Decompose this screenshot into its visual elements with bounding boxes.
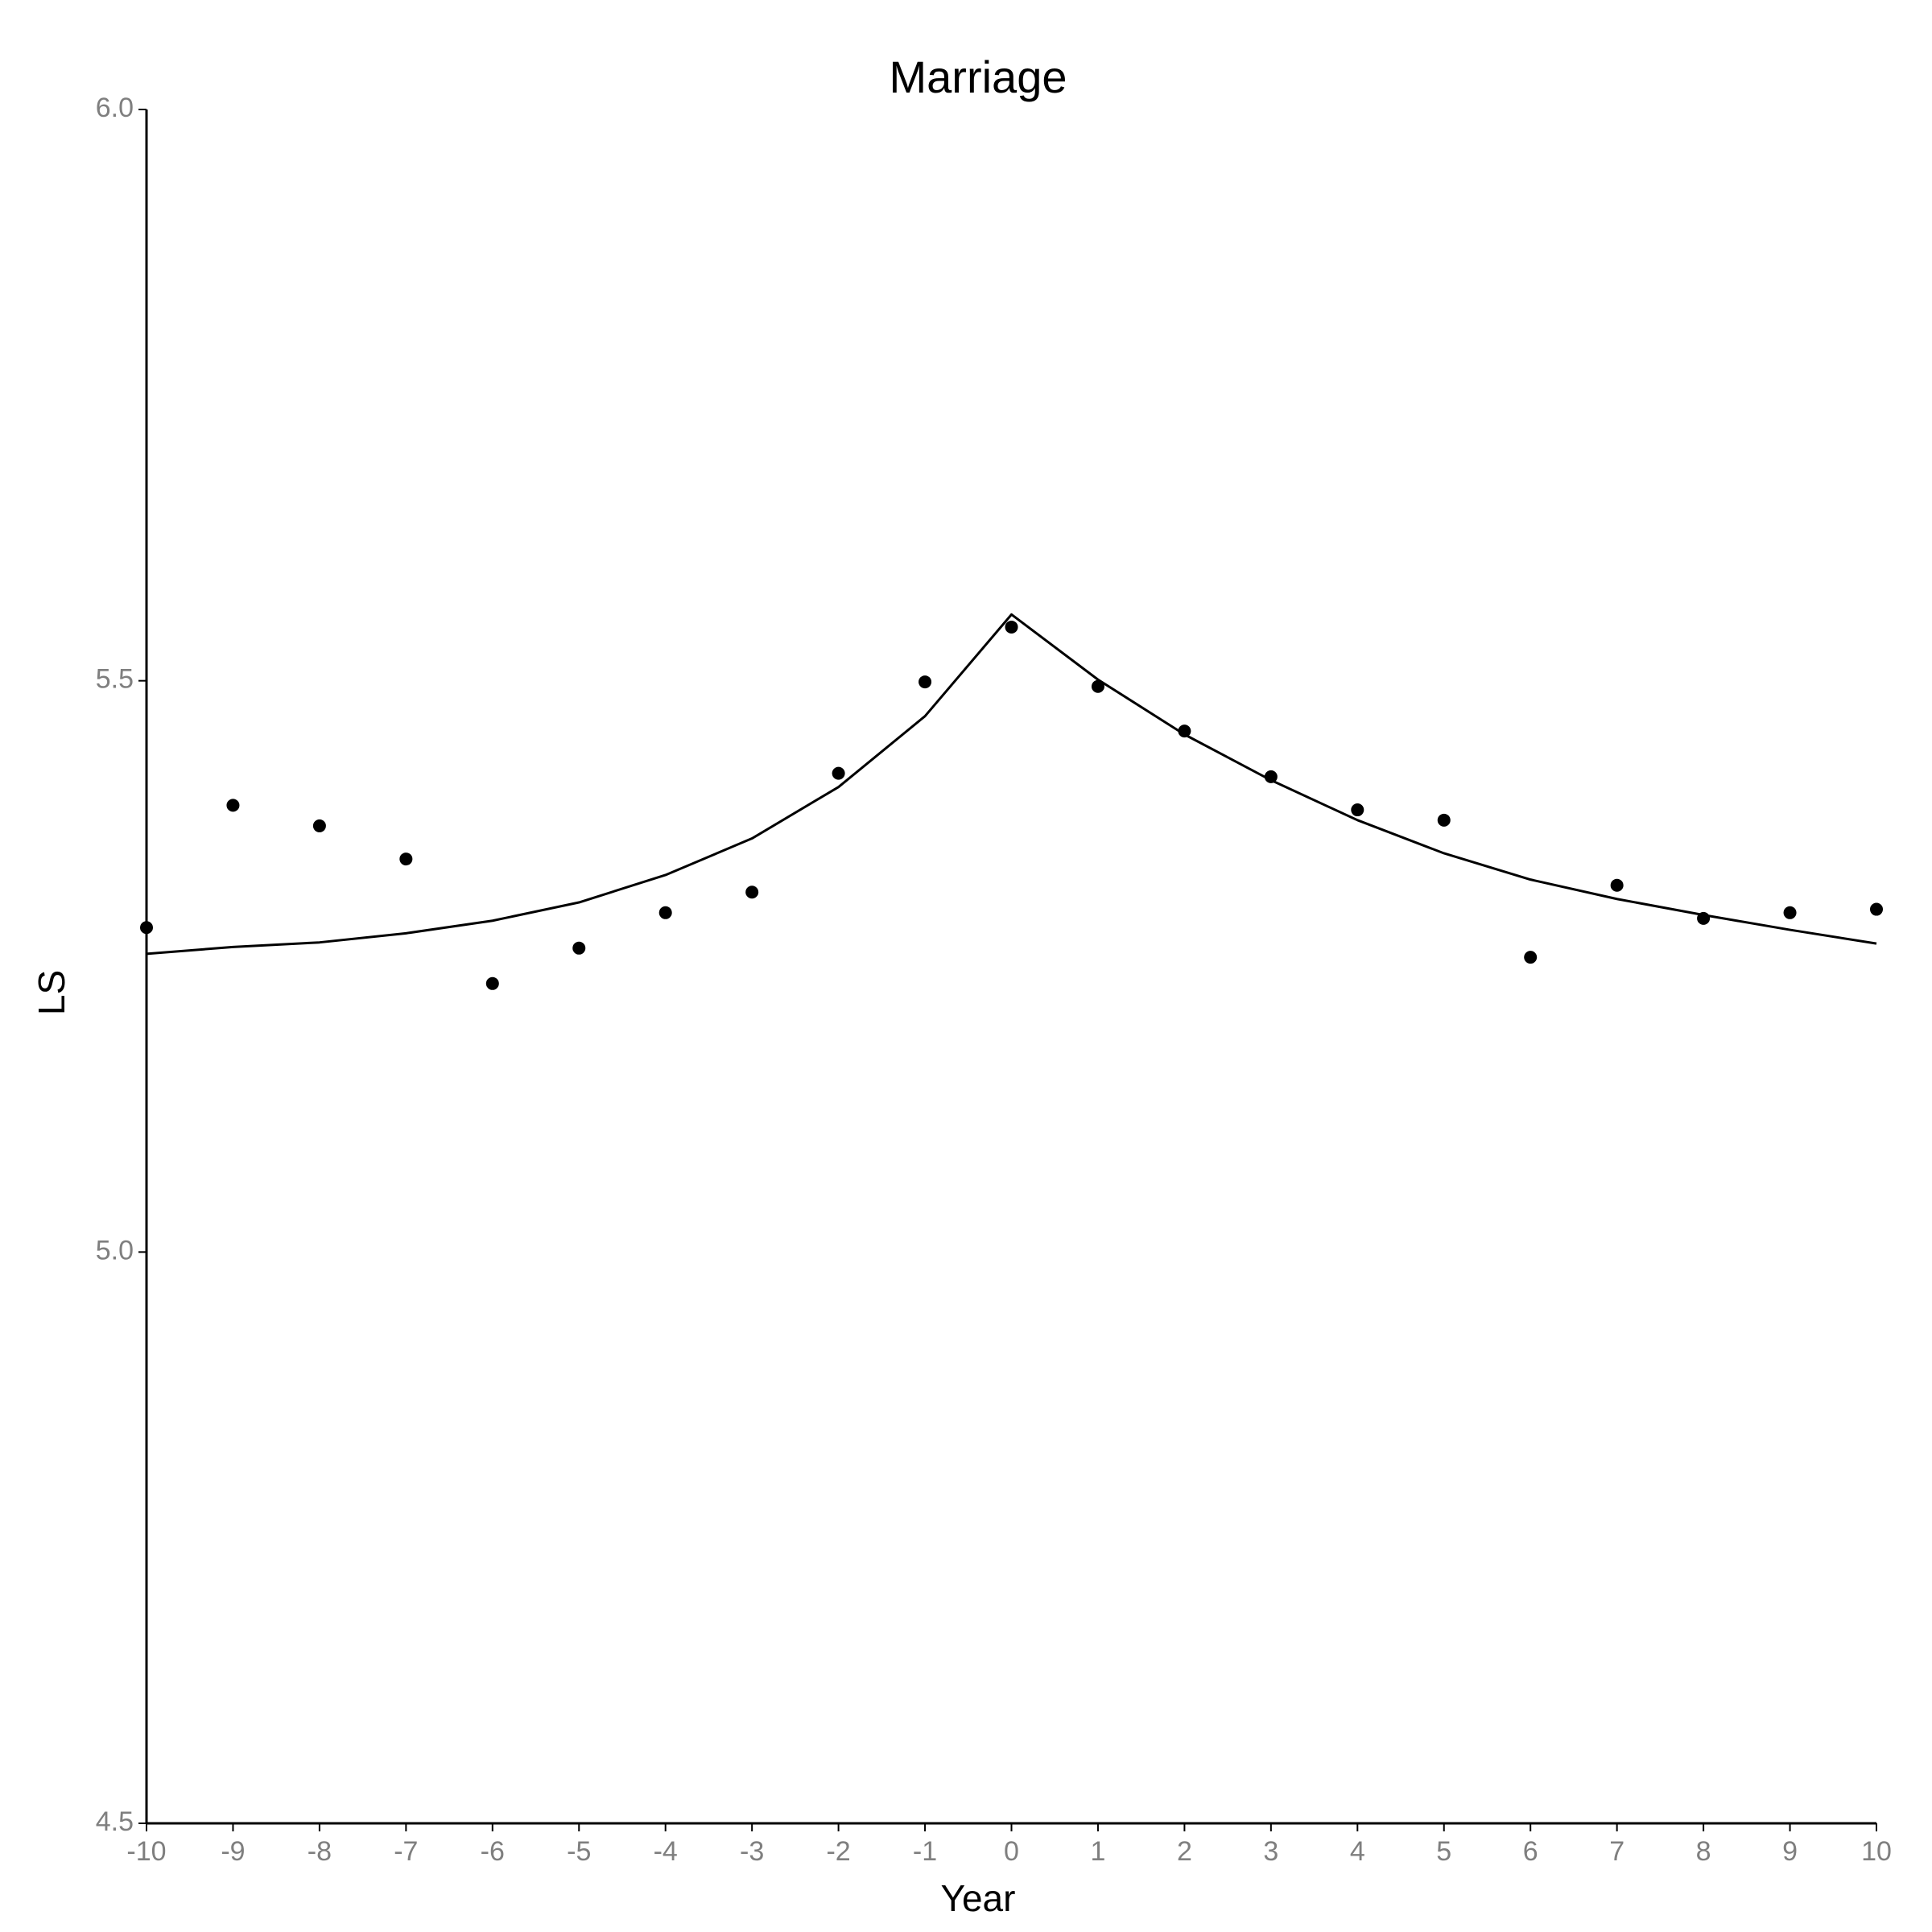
x-tick-label: -1: [913, 1836, 937, 1867]
x-tick-label: 2: [1177, 1836, 1192, 1867]
data-point: [226, 799, 240, 812]
data-point: [1351, 803, 1364, 817]
x-tick-label: -6: [481, 1836, 505, 1867]
data-point: [1437, 813, 1451, 827]
data-point: [1091, 679, 1104, 693]
x-tick-label: -8: [308, 1836, 332, 1867]
data-point: [312, 819, 326, 832]
data-point: [1783, 906, 1797, 919]
x-tick-label: -4: [654, 1836, 678, 1867]
data-point: [140, 921, 153, 935]
y-tick-label: 4.5: [96, 1806, 134, 1837]
data-point: [1524, 951, 1538, 964]
data-point: [745, 886, 759, 899]
data-point: [1870, 902, 1883, 916]
x-tick-label: 10: [1861, 1836, 1892, 1867]
x-tick-label: -9: [221, 1836, 245, 1867]
x-tick-label: 5: [1436, 1836, 1451, 1867]
fit-line: [146, 613, 1877, 956]
x-tick-label: 7: [1609, 1836, 1624, 1867]
x-tick-label: 9: [1782, 1836, 1798, 1867]
y-tick-label: 6.0: [96, 93, 134, 123]
data-point: [485, 976, 499, 990]
y-tick-label: 5.0: [96, 1235, 134, 1265]
data-point: [1264, 770, 1278, 783]
x-tick-label: 3: [1263, 1836, 1278, 1867]
x-tick-label: -7: [394, 1836, 418, 1867]
x-tick-label: 4: [1350, 1836, 1365, 1867]
x-tick-label: 8: [1696, 1836, 1711, 1867]
data-point: [399, 852, 413, 866]
x-tick-label: 6: [1523, 1836, 1538, 1867]
data-point: [1005, 620, 1018, 634]
x-tick-label: -2: [826, 1836, 850, 1867]
x-tick-label: -5: [567, 1836, 591, 1867]
data-point: [919, 675, 932, 689]
x-tick-label: 0: [1004, 1836, 1019, 1867]
data-point: [572, 941, 586, 955]
x-tick-label: -3: [740, 1836, 764, 1867]
y-axis-title: LS: [31, 970, 72, 1015]
data-point: [1610, 878, 1624, 892]
data-point: [658, 906, 672, 919]
data-point: [1178, 724, 1191, 738]
x-tick-label: -10: [126, 1836, 166, 1867]
y-tick-label: 5.5: [96, 664, 134, 695]
data-point: [832, 766, 845, 780]
chart-title: Marriage: [890, 52, 1067, 102]
x-tick-label: 1: [1090, 1836, 1105, 1867]
x-axis-title: Year: [941, 1877, 1016, 1919]
